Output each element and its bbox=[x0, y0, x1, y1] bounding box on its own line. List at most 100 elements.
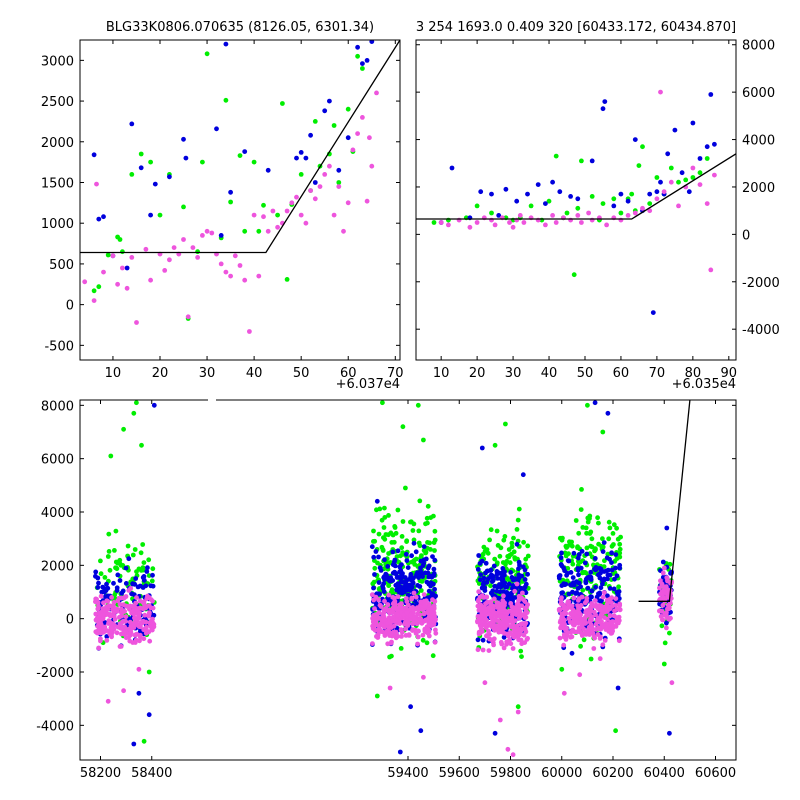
data-point bbox=[490, 588, 496, 594]
data-point bbox=[515, 709, 521, 715]
data-point bbox=[94, 618, 99, 623]
data-point bbox=[414, 572, 420, 578]
data-point bbox=[232, 253, 238, 259]
data-point bbox=[704, 144, 710, 150]
data-point bbox=[131, 410, 137, 416]
data-point bbox=[600, 106, 606, 112]
data-point bbox=[195, 255, 201, 260]
data-point bbox=[265, 228, 271, 234]
x-tick-label: 59600 bbox=[439, 766, 480, 781]
data-point bbox=[483, 560, 489, 566]
data-point bbox=[492, 556, 498, 562]
data-point bbox=[588, 594, 594, 600]
data-point bbox=[376, 531, 382, 537]
data-point bbox=[134, 595, 139, 600]
data-point bbox=[108, 613, 114, 619]
data-point bbox=[497, 553, 503, 559]
data-point bbox=[516, 566, 521, 572]
data-point bbox=[505, 746, 511, 752]
model-line bbox=[638, 400, 691, 602]
data-point bbox=[614, 573, 620, 579]
data-point bbox=[517, 213, 523, 218]
data-point bbox=[416, 528, 422, 534]
data-point bbox=[481, 580, 487, 585]
data-point bbox=[376, 554, 381, 560]
data-point bbox=[669, 680, 675, 686]
data-point bbox=[96, 580, 101, 586]
data-point bbox=[518, 585, 524, 591]
data-point bbox=[580, 587, 586, 593]
data-point bbox=[617, 541, 623, 547]
data-point bbox=[484, 622, 490, 627]
x-tick-label: 80 bbox=[685, 366, 702, 381]
x-tick-label: 70 bbox=[649, 366, 666, 381]
data-point bbox=[578, 507, 584, 512]
data-point bbox=[400, 424, 406, 430]
data-point bbox=[134, 320, 139, 325]
data-point bbox=[595, 515, 600, 521]
data-point bbox=[510, 646, 516, 651]
panel-top-left-x-offset: +6.037e4 bbox=[336, 377, 400, 392]
data-point bbox=[602, 638, 608, 643]
data-point bbox=[376, 580, 382, 585]
data-point bbox=[640, 205, 645, 211]
data-point bbox=[390, 578, 396, 583]
data-point bbox=[373, 594, 379, 600]
data-point bbox=[476, 597, 481, 603]
data-point bbox=[576, 580, 582, 586]
data-point bbox=[373, 549, 379, 554]
data-point bbox=[123, 565, 129, 571]
data-point bbox=[510, 612, 515, 617]
data-point bbox=[100, 584, 106, 590]
data-point bbox=[146, 613, 152, 619]
data-point bbox=[595, 606, 601, 612]
data-point bbox=[595, 572, 601, 578]
data-point bbox=[597, 618, 602, 623]
data-point bbox=[425, 503, 431, 509]
data-point bbox=[585, 585, 591, 591]
data-point bbox=[150, 572, 155, 578]
data-point bbox=[605, 616, 610, 622]
data-point bbox=[563, 637, 569, 642]
data-point bbox=[510, 752, 516, 758]
data-point bbox=[600, 594, 606, 600]
data-point bbox=[223, 269, 229, 275]
data-point bbox=[256, 228, 262, 234]
data-point bbox=[573, 591, 579, 596]
data-point bbox=[686, 189, 692, 195]
data-point bbox=[397, 749, 403, 755]
data-point bbox=[312, 180, 318, 185]
data-point bbox=[511, 535, 516, 541]
data-point bbox=[95, 600, 101, 605]
data-point bbox=[98, 593, 104, 599]
data-point bbox=[607, 586, 613, 591]
data-point bbox=[708, 92, 714, 97]
data-point bbox=[578, 643, 583, 649]
data-point bbox=[507, 552, 513, 558]
data-point bbox=[386, 615, 392, 620]
data-point bbox=[525, 191, 530, 197]
data-point bbox=[585, 515, 591, 521]
data-point bbox=[606, 536, 612, 542]
data-point bbox=[592, 598, 598, 603]
data-point bbox=[500, 566, 506, 571]
data-point bbox=[112, 548, 117, 553]
data-point bbox=[592, 548, 597, 554]
data-point bbox=[565, 544, 570, 549]
data-point bbox=[561, 690, 567, 696]
data-point bbox=[404, 587, 410, 593]
data-point bbox=[402, 621, 407, 627]
data-point bbox=[588, 656, 594, 662]
data-point bbox=[647, 191, 653, 197]
data-point bbox=[490, 621, 496, 627]
data-point bbox=[372, 627, 378, 633]
data-point bbox=[432, 528, 438, 534]
data-point bbox=[308, 188, 313, 194]
data-point bbox=[242, 228, 248, 234]
data-point bbox=[136, 666, 142, 672]
data-point bbox=[499, 582, 505, 587]
data-point bbox=[559, 601, 565, 607]
data-point bbox=[143, 246, 149, 252]
data-point bbox=[392, 605, 397, 610]
data-point bbox=[376, 626, 382, 632]
